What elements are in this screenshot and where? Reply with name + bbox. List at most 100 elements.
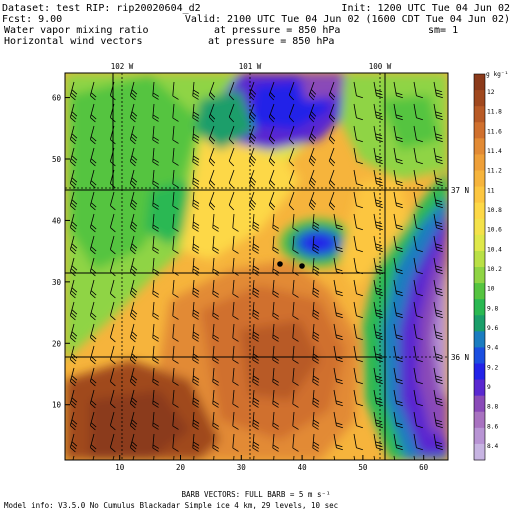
wind-barb (228, 125, 235, 145)
wind-barb (252, 279, 260, 298)
wind-barb (232, 279, 239, 298)
wind-barb (413, 103, 423, 121)
header-field-1: Water vapor mixing ratio (4, 25, 149, 36)
wind-barb (272, 345, 279, 364)
wind-barb (308, 169, 317, 189)
wind-barb (308, 103, 317, 123)
wind-barb (212, 213, 219, 232)
wind-barb (328, 169, 336, 189)
wind-barb (172, 235, 179, 254)
wind-barb (413, 125, 423, 143)
header-fcst: Fcst: 9.00 (2, 14, 62, 25)
wind-barb (353, 147, 363, 165)
wind-barb (172, 389, 179, 408)
wind-barb (129, 279, 138, 299)
wind-barb (89, 389, 97, 409)
wind-barb (433, 389, 443, 407)
colorbar-swatch (474, 347, 485, 364)
wind-barb (288, 147, 295, 167)
wind-barb (172, 191, 179, 210)
wind-barb (152, 191, 159, 210)
wind-barb (129, 213, 138, 233)
wind-barb (248, 169, 257, 189)
wind-barb (69, 433, 78, 453)
y-tick-label: 20 (52, 339, 62, 348)
colorbar-label: 9.2 (487, 364, 498, 371)
lon-label: 100 W (369, 62, 392, 71)
wind-barb (373, 169, 383, 187)
wind-barb (353, 103, 363, 121)
wind-barb (433, 147, 443, 165)
wind-barb (248, 147, 257, 167)
wind-barb (292, 235, 299, 254)
wind-barb (252, 257, 260, 276)
x-tick-label: 40 (298, 463, 308, 472)
wind-barb (129, 301, 138, 321)
wind-barb (212, 433, 219, 452)
wind-barb (312, 213, 320, 232)
wind-barb (89, 235, 97, 255)
wind-barb (252, 411, 260, 430)
wind-barb (413, 235, 423, 253)
wind-barb (393, 345, 403, 363)
wind-barb (312, 257, 320, 276)
wind-barb (152, 81, 159, 100)
x-tick-label: 50 (358, 463, 368, 472)
wind-barb (433, 235, 443, 253)
colorbar-unit: g kg⁻¹ (486, 71, 508, 78)
wind-barb (353, 235, 363, 253)
wind-barb (228, 103, 235, 123)
header-pressure-2: at pressure = 850 hPa (208, 36, 334, 47)
wind-barb (353, 257, 363, 275)
wind-barb (208, 125, 216, 145)
colorbar-label: 11.2 (487, 168, 502, 175)
wind-barb (373, 125, 383, 143)
y-tick-label: 30 (52, 278, 62, 287)
wind-barb (393, 147, 403, 165)
wind-barb (292, 257, 299, 276)
wind-barb (433, 345, 443, 363)
wind-barb (433, 81, 443, 99)
wind-barb (248, 81, 257, 101)
wind-barb (152, 455, 159, 460)
wind-barb (172, 147, 179, 166)
wind-barb (292, 301, 299, 320)
colorbar-swatch (474, 250, 485, 268)
wind-barb (89, 411, 97, 431)
colorbar-swatch (474, 90, 485, 107)
wind-barb (292, 433, 299, 452)
wind-barb (192, 191, 200, 210)
wind-barb (129, 411, 138, 431)
header-field-2: Horizontal wind vectors (4, 36, 142, 47)
wind-barb (353, 389, 363, 407)
wind-barb (69, 191, 78, 211)
colorbar-label: 10.8 (487, 207, 502, 214)
wind-barb (109, 169, 116, 189)
wind-barb (272, 257, 279, 276)
wind-barb (109, 81, 116, 101)
wind-barb (192, 125, 200, 144)
wind-barb (413, 411, 423, 429)
wind-barb (172, 213, 179, 232)
wind-barb (433, 301, 443, 319)
colorbar-swatch (474, 283, 485, 300)
wind-barb (333, 345, 343, 363)
header-pressure-1: at pressure = 850 hPa (214, 25, 340, 36)
colorbar-swatch (474, 315, 485, 332)
wind-barb (192, 411, 200, 430)
wind-barb (413, 279, 423, 297)
wind-barb (248, 125, 257, 145)
wind-barb (393, 411, 403, 429)
mixing-ratio-field (65, 73, 448, 460)
colorbar-label: 11.6 (487, 128, 502, 135)
header-valid: Valid: 2100 UTC Tue 04 Jun 02 (1600 CDT … (185, 14, 510, 25)
wind-barb (413, 191, 423, 209)
wind-barb (288, 169, 295, 189)
wind-barb (308, 125, 317, 145)
wind-barb (413, 81, 423, 99)
wind-barb (232, 235, 239, 254)
wind-barb (252, 367, 260, 386)
wind-barb (89, 433, 97, 453)
wind-barb (69, 279, 78, 299)
wind-barb (333, 433, 343, 451)
